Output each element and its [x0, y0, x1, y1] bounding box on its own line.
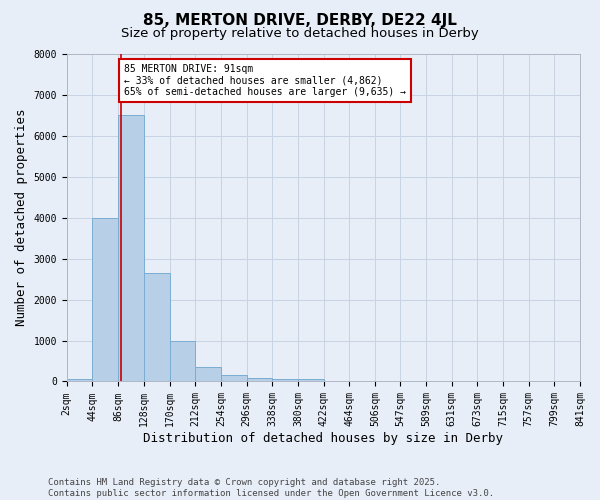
Bar [221, 376, 247, 382]
Text: Size of property relative to detached houses in Derby: Size of property relative to detached ho… [121, 28, 479, 40]
Bar [144, 273, 170, 382]
Bar [247, 378, 272, 382]
Text: Contains HM Land Registry data © Crown copyright and database right 2025.
Contai: Contains HM Land Registry data © Crown c… [48, 478, 494, 498]
X-axis label: Distribution of detached houses by size in Derby: Distribution of detached houses by size … [143, 432, 503, 445]
Y-axis label: Number of detached properties: Number of detached properties [15, 109, 28, 326]
Bar [92, 218, 118, 382]
Bar [272, 380, 298, 382]
Bar [298, 380, 323, 382]
Bar [195, 367, 221, 382]
Text: 85 MERTON DRIVE: 91sqm
← 33% of detached houses are smaller (4,862)
65% of semi-: 85 MERTON DRIVE: 91sqm ← 33% of detached… [124, 64, 406, 98]
Text: 85, MERTON DRIVE, DERBY, DE22 4JL: 85, MERTON DRIVE, DERBY, DE22 4JL [143, 12, 457, 28]
Bar [67, 380, 92, 382]
Bar [170, 340, 195, 382]
Bar [118, 116, 144, 382]
